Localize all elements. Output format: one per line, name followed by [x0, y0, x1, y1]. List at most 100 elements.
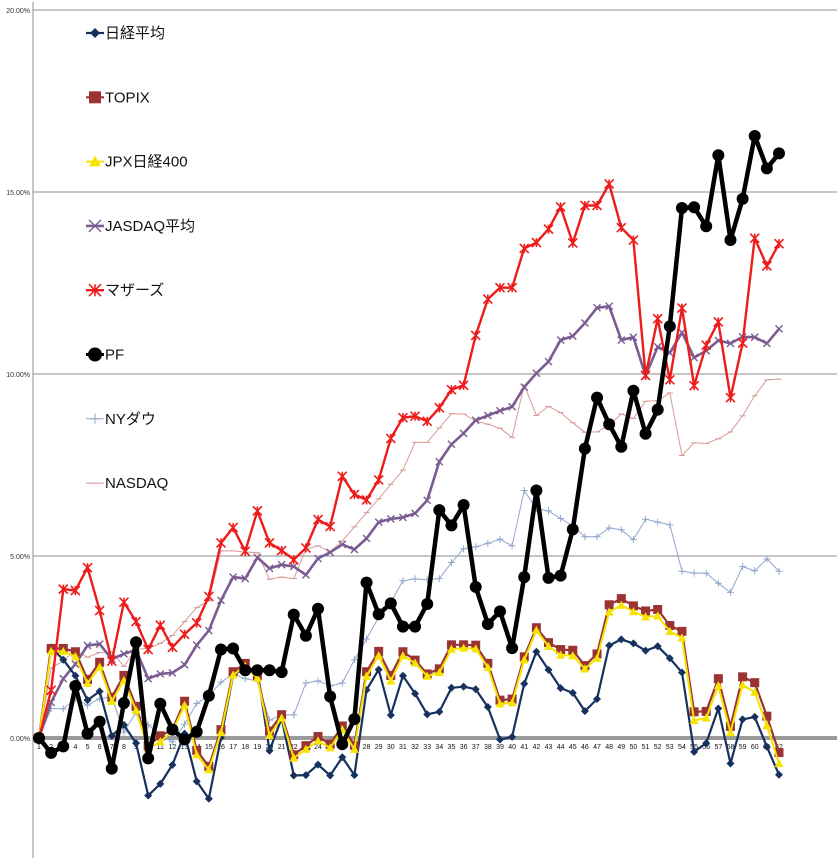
data-point: [641, 612, 651, 621]
data-point: [120, 728, 128, 736]
x-tick-label: 7: [110, 744, 114, 751]
data-point: [652, 313, 663, 324]
data-point: [653, 611, 663, 620]
data-point: [714, 579, 722, 587]
legend-item: NASDAQ: [86, 475, 168, 492]
data-point: [593, 303, 602, 312]
data-point: [580, 707, 589, 716]
data-point: [193, 699, 201, 707]
data-point: [252, 673, 262, 682]
x-tick-label: 62: [775, 744, 783, 751]
x-axis-line: [33, 736, 837, 740]
data-point: [519, 243, 530, 254]
data-point: [580, 664, 590, 673]
data-point: [301, 771, 310, 780]
data-point: [289, 753, 299, 762]
data-point: [312, 514, 324, 525]
data-point: [362, 671, 372, 680]
data-point: [434, 667, 444, 677]
data-point: [434, 402, 445, 413]
data-point: [495, 735, 504, 744]
data-point: [447, 559, 455, 567]
data-point: [59, 705, 67, 713]
legend-item: TOPIX: [86, 89, 150, 106]
data-point: [82, 562, 93, 573]
data-point: [385, 433, 396, 444]
data-point: [653, 342, 662, 351]
data-point: [664, 374, 675, 385]
x-tick-label: 51: [642, 744, 650, 751]
data-point: [493, 605, 506, 618]
plot-area: [33, 129, 785, 803]
data-point: [520, 486, 528, 494]
data-point: [542, 571, 555, 584]
data-point: [386, 676, 396, 685]
x-tick-label: 38: [484, 744, 492, 751]
data-point: [605, 641, 614, 650]
data-point: [263, 664, 276, 677]
legend-label: NASDAQ: [105, 475, 168, 492]
data-point: [117, 697, 130, 710]
data-point: [690, 747, 699, 756]
x-tick-label: 52: [654, 744, 662, 751]
data-point: [530, 484, 543, 497]
data-point: [179, 629, 190, 640]
legend-item: JPX日経400: [86, 154, 188, 171]
data-point: [337, 471, 348, 482]
data-point: [748, 129, 761, 142]
data-point: [739, 563, 747, 571]
data-point: [178, 733, 191, 746]
legend-marker: [89, 91, 101, 104]
data-point: [591, 391, 604, 404]
x-tick-label: 49: [617, 744, 625, 751]
data-point: [677, 626, 687, 636]
data-point: [275, 666, 288, 679]
data-point: [457, 499, 470, 512]
data-point: [750, 678, 760, 688]
x-tick-label: 19: [253, 744, 261, 751]
legend-marker: [90, 413, 100, 424]
data-point: [338, 679, 346, 687]
data-point: [241, 574, 250, 583]
data-point: [484, 539, 492, 547]
x-tick-label: 31: [399, 744, 407, 751]
data-point: [421, 598, 434, 611]
data-point: [132, 739, 141, 748]
data-point: [604, 607, 614, 616]
data-point: [629, 639, 638, 648]
series-6: [35, 486, 783, 746]
data-point: [398, 513, 407, 522]
data-point: [373, 474, 384, 485]
data-point: [289, 562, 298, 571]
data-point: [616, 222, 627, 233]
data-point: [363, 635, 371, 643]
data-point: [192, 777, 201, 786]
data-point: [59, 655, 68, 664]
legend-label: JASDAQ平均: [105, 218, 195, 235]
data-point: [265, 746, 274, 755]
x-tick-label: 33: [423, 744, 431, 751]
data-point: [616, 600, 626, 609]
data-point: [592, 653, 602, 662]
x-tick-label: 53: [666, 744, 674, 751]
data-point: [314, 554, 323, 563]
data-point: [581, 533, 589, 541]
data-point: [593, 533, 601, 541]
x-tick-label: 30: [387, 744, 395, 751]
data-point: [677, 633, 687, 642]
series-line: [37, 638, 781, 800]
data-point: [83, 641, 92, 650]
data-point: [228, 670, 238, 679]
data-point: [762, 721, 772, 730]
data-point: [482, 293, 493, 305]
data-point: [411, 575, 419, 583]
legend-item: NYダウ: [86, 411, 156, 428]
data-point: [713, 674, 723, 684]
data-point: [386, 514, 395, 523]
data-point: [155, 737, 165, 746]
data-point: [689, 707, 699, 717]
data-point: [204, 765, 214, 774]
data-point: [372, 608, 385, 621]
data-point: [507, 282, 518, 293]
data-point: [423, 496, 432, 505]
